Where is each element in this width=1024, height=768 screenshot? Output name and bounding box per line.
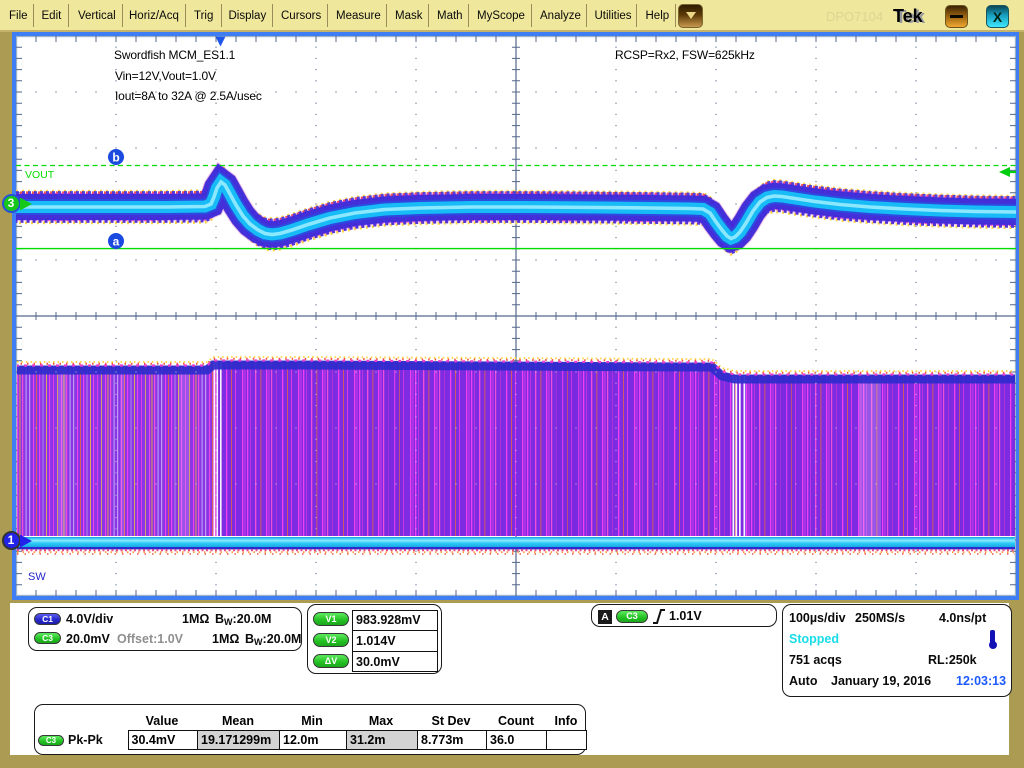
svg-text:b: b — [112, 151, 119, 165]
svg-text:VOUT: VOUT — [25, 169, 55, 181]
svg-text:a: a — [113, 235, 120, 249]
svg-text:SW: SW — [28, 571, 46, 583]
